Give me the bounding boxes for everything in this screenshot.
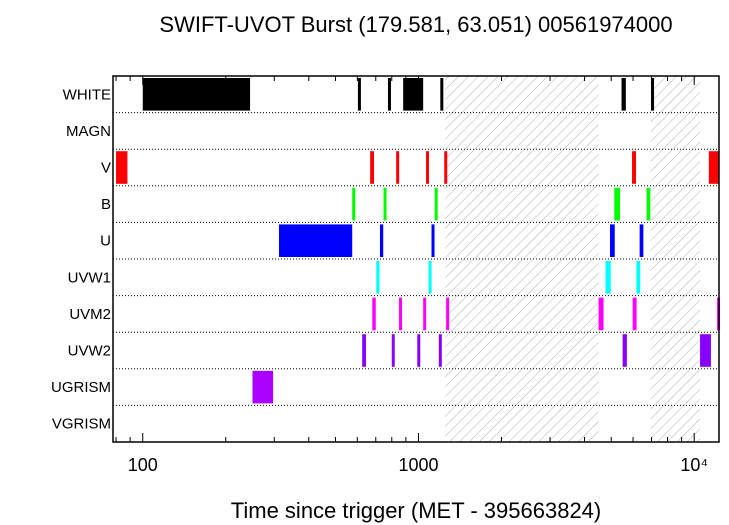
filter-label-white: WHITE bbox=[63, 86, 111, 103]
bar-v bbox=[444, 151, 448, 184]
bar-u bbox=[610, 224, 615, 257]
filter-label-uvw1: UVW1 bbox=[68, 269, 111, 286]
bar-b bbox=[383, 187, 387, 221]
bar-uvw2 bbox=[391, 334, 395, 367]
bar-u bbox=[431, 224, 435, 257]
hatched-region-1 bbox=[650, 76, 701, 442]
x-axis-ticks: 100 1000 10⁴ bbox=[115, 76, 708, 475]
bar-white bbox=[621, 78, 626, 111]
filter-label-b: B bbox=[101, 196, 111, 213]
bar-v bbox=[396, 151, 400, 184]
bar-v bbox=[370, 151, 375, 184]
bar-uvw2 bbox=[622, 334, 627, 367]
bar-uvw2 bbox=[438, 334, 442, 367]
observation-bars bbox=[116, 78, 721, 404]
x-axis-label: Time since trigger (MET - 395663824) bbox=[231, 498, 602, 523]
bar-u bbox=[379, 224, 384, 257]
bar-white bbox=[440, 78, 444, 111]
bar-b bbox=[614, 187, 620, 221]
filter-label-uvw2: UVW2 bbox=[68, 343, 111, 360]
bar-white bbox=[357, 78, 361, 111]
bar-v bbox=[632, 151, 636, 184]
bar-v bbox=[116, 151, 128, 184]
bar-uvm2 bbox=[372, 297, 376, 331]
bar-v bbox=[426, 151, 430, 184]
filter-label-v: V bbox=[101, 160, 111, 177]
filter-label-magn: MAGN bbox=[66, 123, 111, 140]
bar-uvw2 bbox=[362, 334, 366, 367]
bar-uvm2 bbox=[446, 297, 450, 331]
bar-uvw1 bbox=[376, 261, 380, 294]
chart-title: SWIFT-UVOT Burst (179.581, 63.051) 00561… bbox=[159, 12, 672, 37]
bar-uvm2 bbox=[598, 297, 604, 331]
bar-b bbox=[646, 187, 651, 221]
bar-white bbox=[142, 78, 251, 111]
bar-b bbox=[352, 187, 356, 221]
bar-b bbox=[434, 187, 438, 221]
bar-ugrism bbox=[252, 370, 274, 404]
row-gridlines bbox=[113, 112, 719, 406]
filter-label-vgrism: VGRISM bbox=[52, 416, 111, 433]
bar-white bbox=[403, 78, 424, 111]
bar-u bbox=[639, 224, 644, 257]
plot-frame bbox=[112, 75, 720, 443]
x-tick-label: 100 bbox=[128, 455, 158, 475]
bar-u bbox=[279, 224, 353, 257]
x-tick-label: 1000 bbox=[398, 455, 438, 475]
x-tick-label: 10⁴ bbox=[680, 455, 708, 475]
filter-label-u: U bbox=[100, 233, 111, 250]
bar-uvw1 bbox=[428, 261, 432, 294]
bar-uvm2 bbox=[399, 297, 403, 331]
bar-white bbox=[387, 78, 391, 111]
bar-v bbox=[708, 151, 719, 184]
bar-uvw2 bbox=[700, 334, 711, 367]
bar-uvw1 bbox=[636, 261, 641, 294]
filter-label-uvm2: UVM2 bbox=[69, 306, 111, 323]
bar-uvw1 bbox=[605, 261, 611, 294]
bar-uvm2 bbox=[423, 297, 427, 331]
filter-labels: WHITE MAGN V B U UVW1 UVM2 UVW2 UGRISM VGRISM bbox=[51, 86, 111, 432]
filter-label-ugrism: UGRISM bbox=[51, 379, 111, 396]
bar-white bbox=[650, 78, 655, 111]
bar-uvm2 bbox=[632, 297, 637, 331]
bar-uvw2 bbox=[417, 334, 421, 367]
